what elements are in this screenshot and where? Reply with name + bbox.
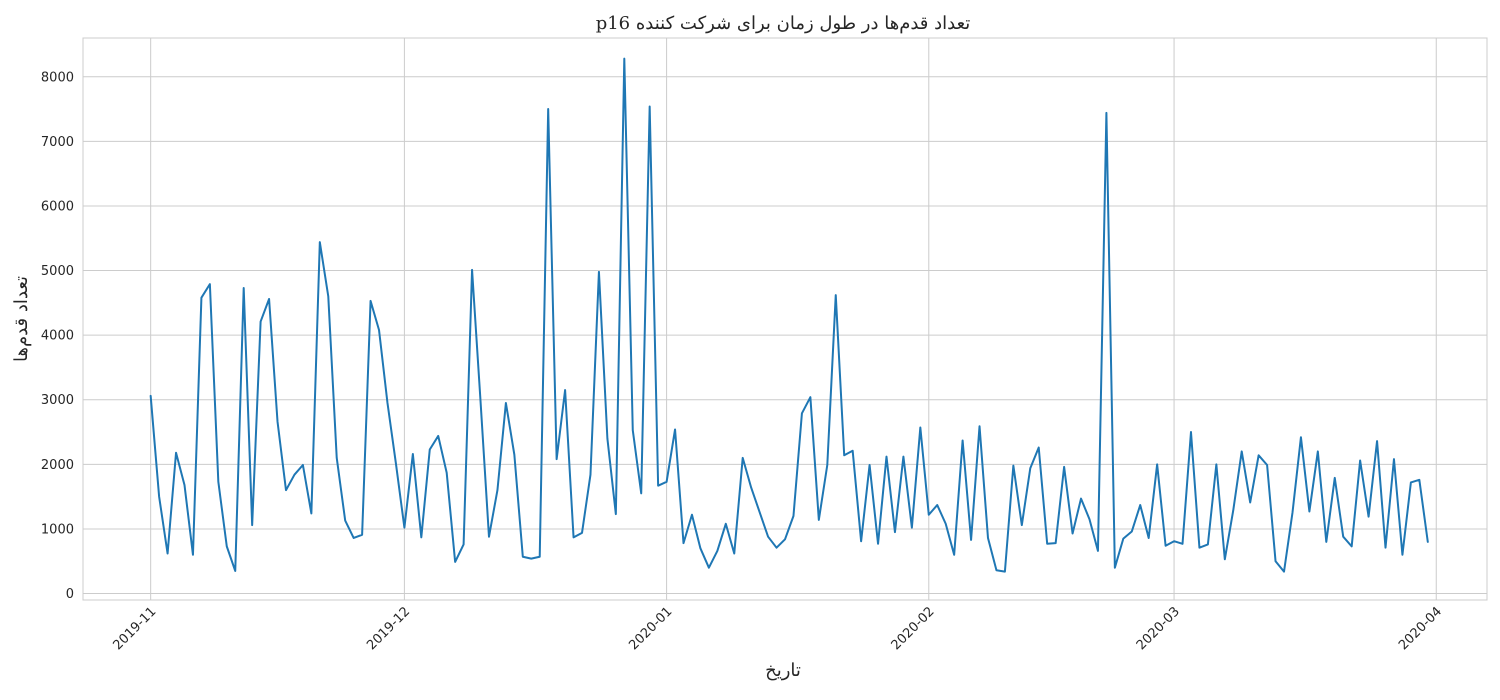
y-tick-label: 3000 (41, 393, 74, 408)
series-layer (149, 57, 1429, 573)
y-tick-label: 7000 (41, 135, 74, 150)
x-tick-label: 2020-03 (1134, 604, 1183, 653)
y-tick-label: 1000 (41, 522, 74, 537)
y-axis-title: تعداد قدم‌ها (11, 276, 32, 362)
x-tick-label: 2019-12 (364, 604, 413, 653)
y-tick-label: 5000 (41, 264, 74, 279)
y-tick-label: 2000 (41, 458, 74, 473)
series-line (149, 57, 1429, 573)
y-axis-ticks: 0 1000 2000 3000 4000 5000 6000 7000 8000 (41, 70, 74, 602)
x-tick-label: 2020-02 (889, 604, 938, 653)
x-axis-title: تاریخ (765, 660, 801, 681)
y-tick-label: 4000 (41, 329, 74, 344)
y-tick-label: 0 (66, 587, 74, 602)
x-tick-label: 2020-04 (1396, 604, 1445, 653)
grid (83, 38, 1487, 600)
x-tick-label: 2020-01 (626, 604, 675, 653)
y-tick-label: 8000 (41, 70, 74, 85)
plot-frame (82, 37, 1488, 601)
x-axis-ticks: 2019-11 2019-12 2020-01 2020-02 2020-03 2020-… (110, 604, 1445, 653)
chart-title: تعداد قدم‌ها در طول زمان برای شرکت کننده… (596, 13, 971, 34)
x-tick-label: 2019-11 (110, 604, 159, 653)
y-tick-label: 6000 (41, 199, 74, 214)
